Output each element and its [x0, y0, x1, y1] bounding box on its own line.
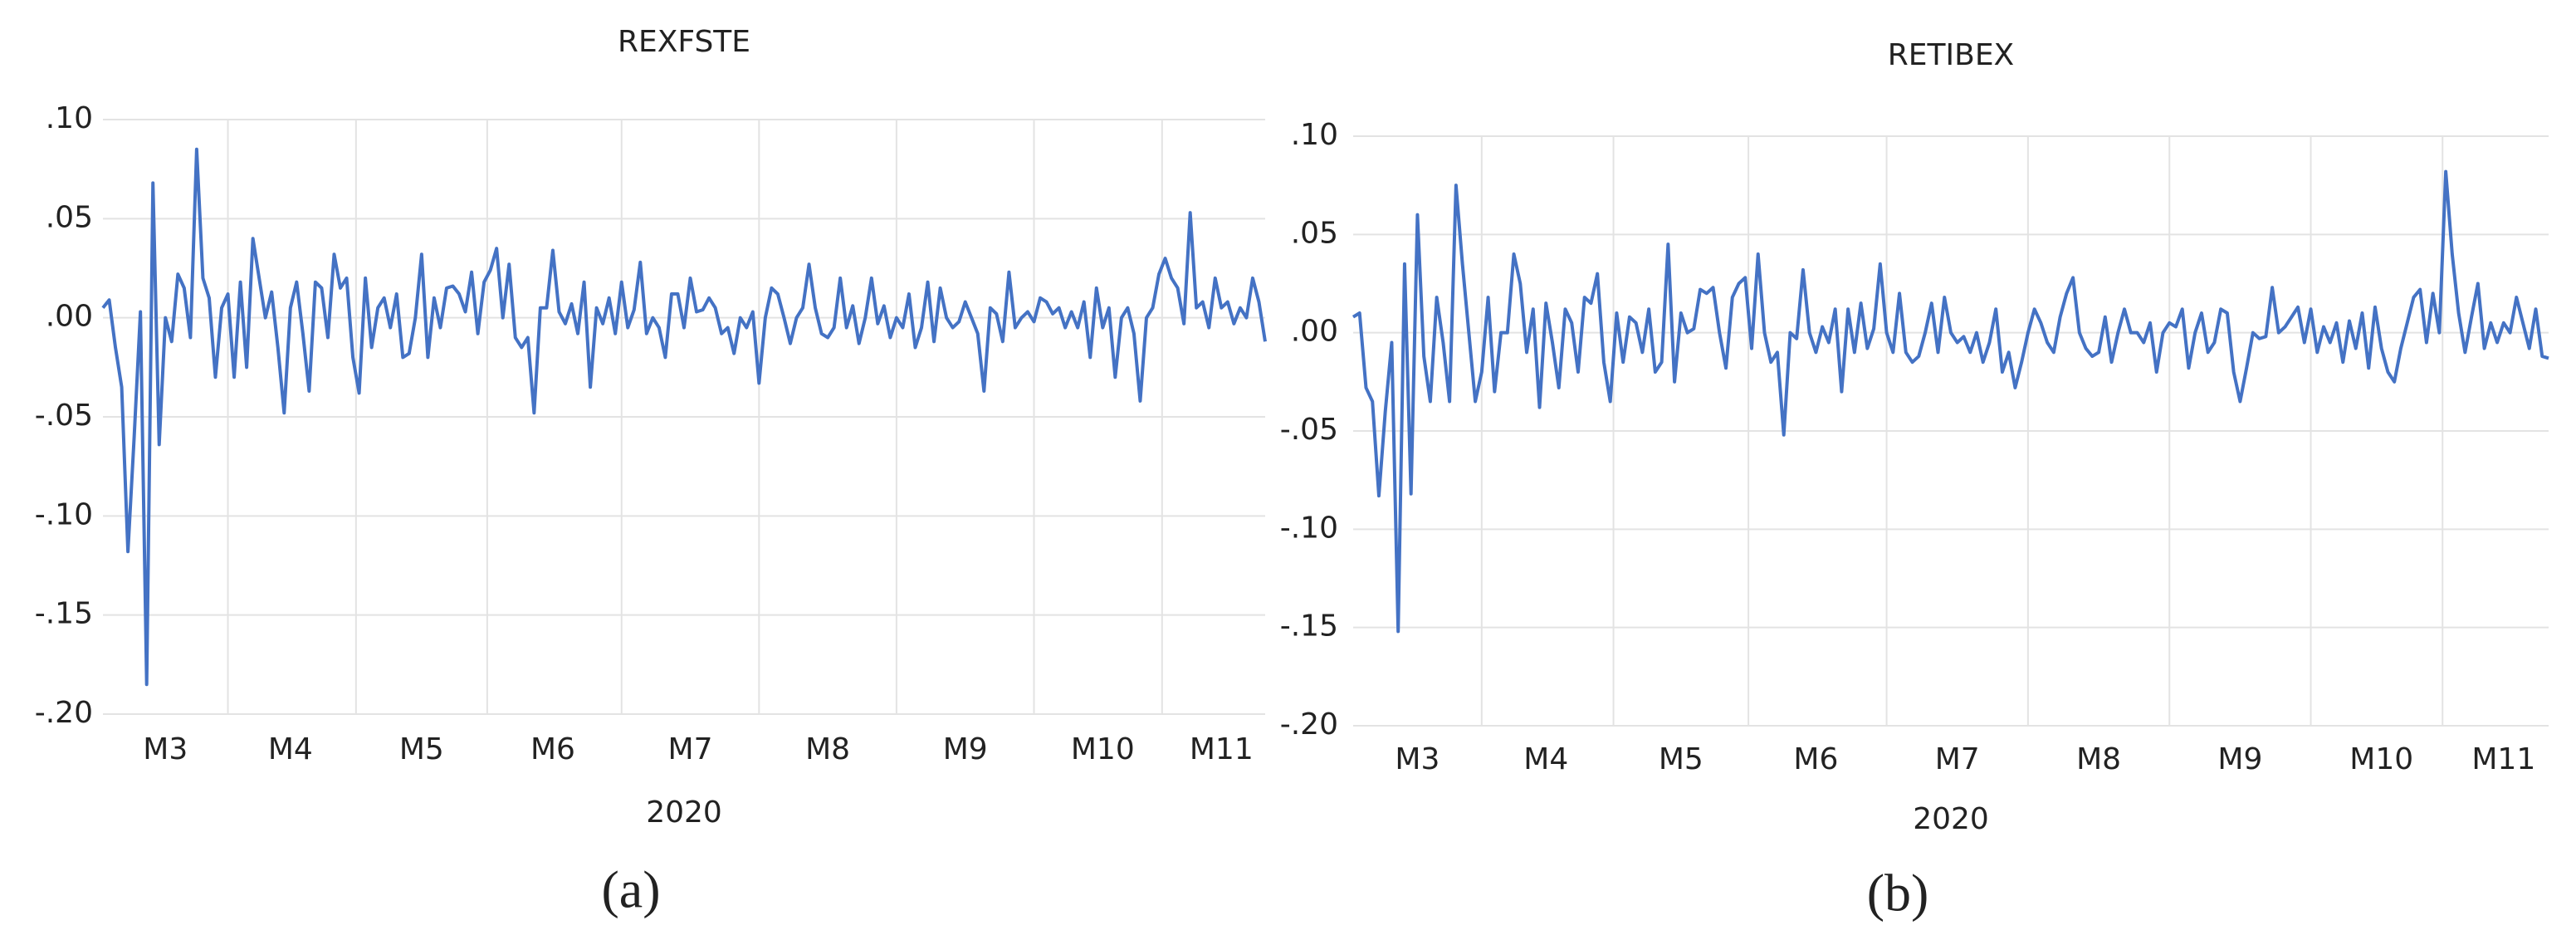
x-tick-label: M11: [1190, 732, 1254, 766]
x-tick-label: M6: [1793, 742, 1838, 776]
panel-label: (b): [1867, 864, 1929, 923]
y-tick-label: -.15: [1280, 609, 1338, 644]
x-tick-label: M10: [2349, 742, 2413, 776]
x-tick-label: M4: [1523, 742, 1568, 776]
x-tick-label: M11: [2471, 742, 2535, 776]
y-tick-label: .05: [1291, 216, 1338, 250]
y-tick-label: .05: [46, 200, 93, 234]
y-tick-label: .00: [46, 300, 93, 334]
x-tick-label: M7: [1935, 742, 1980, 776]
x-tick-label: M4: [268, 732, 313, 766]
x-tick-label: M9: [2217, 742, 2262, 776]
y-tick-label: -.20: [35, 696, 93, 730]
x-tick-label: M7: [668, 732, 713, 766]
x-tick-label: M9: [943, 732, 988, 766]
x-axis-label: 2020: [1913, 802, 1989, 836]
x-tick-label: M8: [2076, 742, 2121, 776]
panel-label: (a): [601, 860, 660, 919]
x-tick-label: M5: [399, 732, 444, 766]
x-tick-label: M3: [143, 732, 188, 766]
y-tick-label: -.20: [1280, 707, 1338, 742]
series-line: [1352, 169, 2549, 634]
x-tick-label: M5: [1659, 742, 1703, 776]
y-tick-label: -.10: [35, 497, 93, 531]
x-tick-label: M8: [805, 732, 850, 766]
x-tick-label: M6: [530, 732, 575, 766]
y-tick-label: -.10: [1280, 511, 1338, 545]
y-tick-label: .10: [1291, 118, 1338, 152]
series-line: [101, 147, 1267, 687]
chart-title: RETIBEX: [1888, 38, 2014, 72]
y-tick-label: -.15: [35, 597, 93, 631]
chart-title: REXFSTE: [618, 25, 750, 59]
y-tick-label: .00: [1291, 315, 1338, 349]
x-tick-label: M3: [1395, 742, 1440, 776]
y-tick-label: .10: [46, 101, 93, 135]
y-tick-label: -.05: [35, 399, 93, 433]
x-tick-label: M10: [1071, 732, 1135, 766]
y-tick-label: -.05: [1280, 413, 1338, 447]
x-axis-label: 2020: [646, 795, 722, 830]
